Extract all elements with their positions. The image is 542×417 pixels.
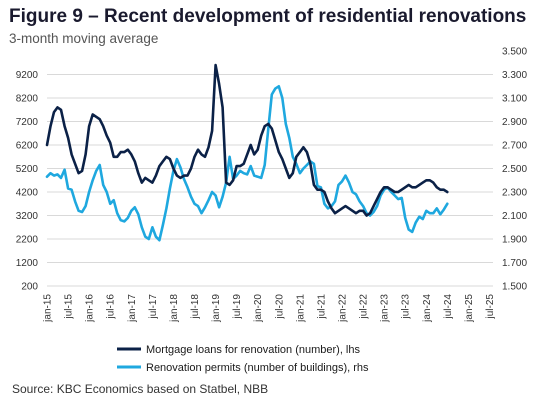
x-tick-label: jan-24 [422,294,433,323]
right-tick-label: 3.100 [502,94,527,105]
x-tick-label: jan-22 [337,294,348,323]
x-tick-label: jan-18 [169,294,180,323]
right-tick-label: 1.500 [502,282,527,293]
left-tick-label: 2200 [16,235,39,246]
x-axis-ticks: jan-15 jul-15 jan-16 jul-16 jan-17 jul-17 jan-… [43,294,496,323]
chart-title: Figure 9 – Recent development of residen… [9,6,527,27]
right-tick-label: 1.900 [502,235,527,246]
left-tick-label: 200 [21,282,38,293]
mortgage-loans-line [45,63,449,217]
x-tick-label: jul-17 [148,294,159,320]
right-axis-ticks: 1.500 1.700 1.900 2.100 2.300 2.500 2.700 2.900… [502,47,527,293]
right-tick-label: 2.700 [502,141,527,152]
x-tick-label: jan-16 [85,294,96,323]
x-tick-label: jan-23 [380,294,391,323]
right-tick-label: 2.900 [502,117,527,128]
x-tick-label: jan-21 [295,294,306,323]
x-tick-label: jul-16 [106,294,117,320]
x-tick-label: jul-19 [232,294,243,320]
legend-entry: Renovation permits (number of buildings)… [146,362,369,374]
series-lines [45,63,449,242]
left-tick-label: 1200 [16,258,39,269]
right-tick-label: 1.700 [502,258,527,269]
source-note: Source: KBC Economics based on Statbel, … [12,382,269,396]
left-tick-label: 6200 [16,141,39,152]
x-tick-label: jul-18 [190,294,201,320]
x-tick-label: jul-22 [359,294,370,320]
x-tick-label: jul-25 [485,294,496,320]
gridlines [47,74,493,287]
left-tick-label: 7200 [16,117,39,128]
x-tick-label: jan-15 [43,294,54,323]
right-tick-label: 2.100 [502,211,527,222]
x-tick-label: jul-21 [316,294,327,320]
left-tick-label: 5200 [16,164,39,175]
left-tick-label: 9200 [16,70,39,81]
right-tick-label: 3.500 [502,47,527,58]
legend: Mortgage loans for renovation (number), … [117,344,369,374]
legend-entry: Mortgage loans for renovation (number), … [146,344,360,356]
right-tick-label: 3.300 [502,70,527,81]
x-tick-label: jan-17 [127,294,138,323]
left-tick-label: 8200 [16,94,39,105]
left-tick-label: 3200 [16,211,39,222]
left-tick-label: 4200 [16,188,39,199]
x-tick-label: jan-25 [464,294,475,323]
x-tick-label: jul-24 [443,294,454,320]
chart-subtitle: 3-month moving average [9,31,159,46]
x-tick-label: jul-20 [274,294,285,320]
x-tick-label: jul-23 [401,294,412,320]
left-axis-ticks: 200 1200 2200 3200 4200 5200 6200 7200 8200 9200 [16,70,39,293]
renovation-permits-line [45,85,449,242]
right-tick-label: 2.500 [502,164,527,175]
x-tick-label: jul-15 [64,294,75,320]
x-tick-label: jan-19 [211,294,222,323]
right-tick-label: 2.300 [502,188,527,199]
x-tick-label: jan-20 [253,294,264,323]
